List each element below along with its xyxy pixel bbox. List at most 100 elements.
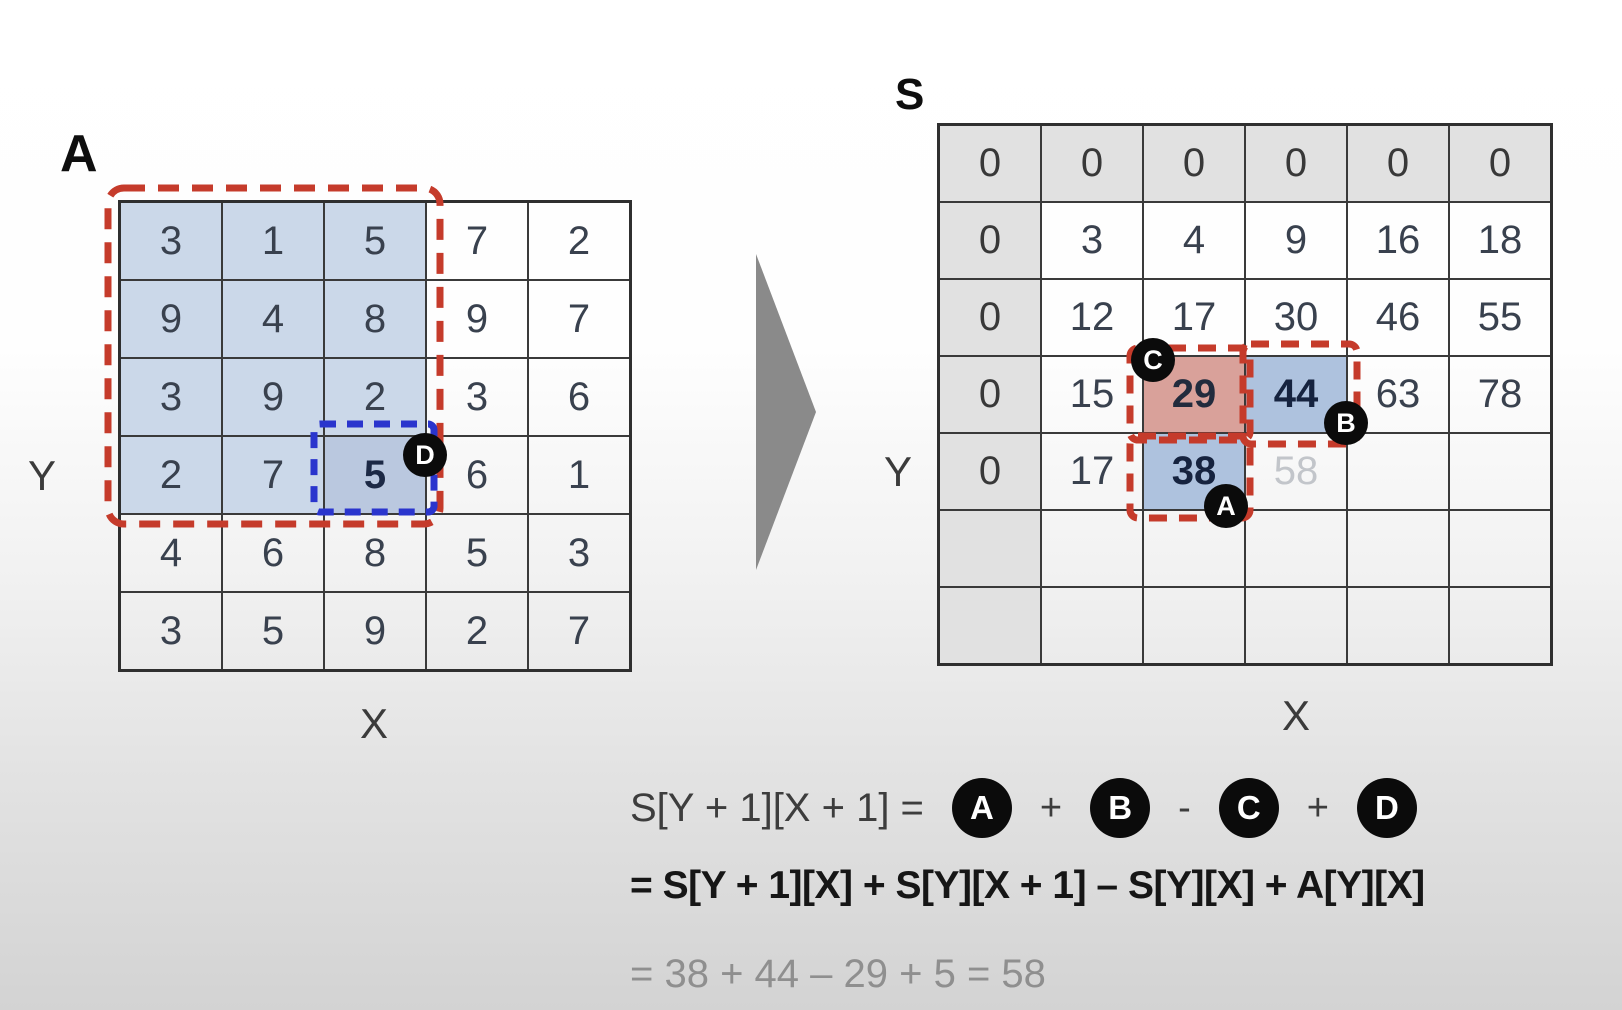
matrix-s-cell: 0 xyxy=(937,432,1042,511)
matrix-s-cell: 16 xyxy=(1346,201,1450,280)
matrix-s-cell xyxy=(1040,509,1144,588)
matrix-s-cell: 0 xyxy=(1142,123,1246,203)
table-row: 0 0 0 0 0 0 xyxy=(937,123,1553,203)
formula-badge-d: D xyxy=(1356,778,1417,838)
matrix-a-grid: 3 1 5 7 2 9 4 8 9 7 3 9 2 3 6 2 7 5 6 1 xyxy=(118,200,632,672)
matrix-a-cell: 3 xyxy=(425,357,529,437)
matrix-a-cell: 2 xyxy=(118,435,223,515)
matrix-s-cell: 0 xyxy=(937,123,1042,203)
matrix-s-cell: 3 xyxy=(1040,201,1144,280)
table-row xyxy=(937,509,1553,588)
matrix-a-cell: 6 xyxy=(527,357,632,437)
matrix-a-cell: 5 xyxy=(425,513,529,593)
matrix-s-cell-result: 58 xyxy=(1244,432,1348,511)
badge-b: B xyxy=(1324,401,1368,445)
matrix-s-cell xyxy=(1448,432,1553,511)
matrix-s-cell xyxy=(1346,586,1450,666)
formula-line-2: = S[Y + 1][X] + S[Y][X + 1] – S[Y][X] + … xyxy=(630,864,1425,907)
table-row xyxy=(937,586,1553,666)
matrix-a-cell: 2 xyxy=(425,591,529,672)
matrix-s-cell: 0 xyxy=(1448,123,1553,203)
matrix-a-cell: 5 xyxy=(323,200,427,281)
formula-operator: - xyxy=(1178,786,1191,829)
matrix-a-cell: 1 xyxy=(221,200,325,281)
matrix-s-cell xyxy=(937,586,1042,666)
matrix-s-cell xyxy=(1448,509,1553,588)
matrix-s-cell: 4 xyxy=(1142,201,1246,280)
matrix-a-cell: 3 xyxy=(118,200,223,281)
matrix-a-cell: 6 xyxy=(221,513,325,593)
matrix-a-cell: 3 xyxy=(118,357,223,437)
matrix-s-cell: 0 xyxy=(1040,123,1144,203)
formula-badge-c: C xyxy=(1218,778,1279,838)
matrix-s-cell: 18 xyxy=(1448,201,1553,280)
matrix-s-cell: 78 xyxy=(1448,355,1553,434)
matrix-s-cell: 30 xyxy=(1244,278,1348,357)
formula-badge-a: A xyxy=(951,778,1012,838)
matrix-a-cell: 4 xyxy=(118,513,223,593)
matrix-s-cell: 17 xyxy=(1142,278,1246,357)
formula-operator: + xyxy=(1039,786,1063,829)
matrix-s-cell: 0 xyxy=(937,355,1042,434)
matrix-s-cell: 15 xyxy=(1040,355,1144,434)
matrix-s-cell: 0 xyxy=(1244,123,1348,203)
matrix-s-cell: 55 xyxy=(1448,278,1553,357)
formula-operator: + xyxy=(1306,786,1329,829)
matrix-s-grid: 0 0 0 0 0 0 0 3 4 9 16 18 0 12 17 30 46 … xyxy=(937,123,1553,666)
matrix-a-cell: 3 xyxy=(527,513,632,593)
matrix-s-cell: 46 xyxy=(1346,278,1450,357)
matrix-a-cell: 8 xyxy=(323,279,427,359)
matrix-s-cell: 0 xyxy=(1346,123,1450,203)
matrix-a-cell: 9 xyxy=(221,357,325,437)
matrix-s-cell xyxy=(1142,586,1246,666)
matrix-s-cell xyxy=(1448,586,1553,666)
matrix-a-cell: 7 xyxy=(425,200,529,281)
table-row: 3 9 2 3 6 xyxy=(118,357,632,437)
matrix-a-cell: 7 xyxy=(527,279,632,359)
formula-badge-b: B xyxy=(1090,778,1151,838)
matrix-a-title: A xyxy=(60,125,98,183)
matrix-s-cell xyxy=(1040,586,1144,666)
matrix-a-cell: 7 xyxy=(527,591,632,672)
matrix-a-cell: 7 xyxy=(221,435,325,515)
matrix-a-x-axis-label: X xyxy=(360,700,389,747)
matrix-s-x-axis-label: X xyxy=(1282,692,1311,739)
arrow-right-icon xyxy=(756,254,816,570)
matrix-s-cell xyxy=(1244,509,1348,588)
matrix-a-cell: 2 xyxy=(323,357,427,437)
matrix-s-cell xyxy=(1244,586,1348,666)
matrix-s-cell: 9 xyxy=(1244,201,1348,280)
matrix-s-cell xyxy=(1346,432,1450,511)
matrix-a-cell: 4 xyxy=(221,279,325,359)
matrix-a-cell: 2 xyxy=(527,200,632,281)
table-row: 0 3 4 9 16 18 xyxy=(937,201,1553,280)
table-row: 2 7 5 6 1 xyxy=(118,435,632,515)
table-row: 0 15 29 44 63 78 xyxy=(937,355,1553,434)
matrix-s-cell: 0 xyxy=(937,201,1042,280)
matrix-s-y-axis-label: Y xyxy=(884,448,913,495)
formula-lhs: S[Y + 1][X + 1] = xyxy=(630,785,924,830)
formula-line-1: S[Y + 1][X + 1] = A + B - C + D xyxy=(630,778,1417,838)
matrix-a-cell: 9 xyxy=(323,591,427,672)
matrix-a-cell: 8 xyxy=(323,513,427,593)
badge-d: D xyxy=(403,433,447,477)
badge-c: C xyxy=(1131,338,1175,382)
matrix-a-cell: 5 xyxy=(221,591,325,672)
matrix-s-cell xyxy=(937,509,1042,588)
table-row: 3 1 5 7 2 xyxy=(118,200,632,281)
table-row: 9 4 8 9 7 xyxy=(118,279,632,359)
matrix-s-cell: 0 xyxy=(937,278,1042,357)
matrix-a-cell: 9 xyxy=(425,279,529,359)
matrix-s-cell xyxy=(1346,509,1450,588)
matrix-s-cell: 17 xyxy=(1040,432,1144,511)
matrix-s-cell: 12 xyxy=(1040,278,1144,357)
matrix-s-title: S xyxy=(895,70,925,119)
matrix-a-cell: 3 xyxy=(118,591,223,672)
matrix-a-y-axis-label: Y xyxy=(28,452,57,499)
formula-line-3: = 38 + 44 – 29 + 5 = 58 xyxy=(630,952,1046,996)
table-row: 3 5 9 2 7 xyxy=(118,591,632,672)
matrix-a-cell: 1 xyxy=(527,435,632,515)
table-row: 0 12 17 30 46 55 xyxy=(937,278,1553,357)
table-row: 4 6 8 5 3 xyxy=(118,513,632,593)
